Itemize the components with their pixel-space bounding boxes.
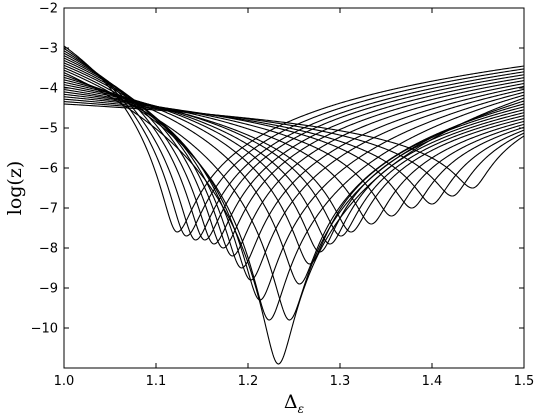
- x-axis-label-subscript: ε: [298, 402, 304, 416]
- x-tick-label: 1.4: [422, 374, 443, 389]
- tick-labels-group: 1.0 1.1 1.2 1.3 1.4 1.5 −2 −3 −4 −5 −6 −7 −8 −9 −10: [31, 2, 535, 390]
- x-axis-label: Δε: [284, 391, 304, 416]
- y-tick-label: −7: [39, 202, 58, 217]
- x-axis-label-main: Δ: [284, 391, 298, 413]
- series-curve: [63, 86, 525, 237]
- y-axis-label: log(z): [4, 161, 26, 216]
- curves-group: [63, 45, 525, 365]
- y-tick-label: −3: [39, 42, 58, 57]
- y-tick-label: −8: [39, 242, 58, 257]
- x-tick-label: 1.2: [238, 374, 259, 389]
- y-tick-label: −9: [39, 282, 58, 297]
- y-tick-label: −4: [39, 82, 58, 97]
- x-tick-label: 1.0: [54, 374, 75, 389]
- series-curve: [63, 72, 525, 365]
- y-tick-label: −5: [39, 122, 58, 137]
- x-tick-label: 1.1: [146, 374, 167, 389]
- series-curve: [63, 93, 525, 217]
- x-tick-label: 1.5: [514, 374, 535, 389]
- series-curve: [63, 45, 525, 233]
- y-tick-label: −6: [39, 162, 58, 177]
- y-tick-label: −2: [39, 2, 58, 17]
- series-curve: [63, 103, 525, 189]
- x-tick-label: 1.3: [330, 374, 351, 389]
- series-curve: [63, 69, 525, 321]
- y-tick-label: −10: [31, 322, 58, 337]
- plot-frame: [63, 7, 525, 369]
- series-curve: [63, 101, 525, 197]
- series-curve: [63, 98, 525, 205]
- series-curve: [63, 96, 525, 209]
- ticks-group: [63, 7, 525, 368]
